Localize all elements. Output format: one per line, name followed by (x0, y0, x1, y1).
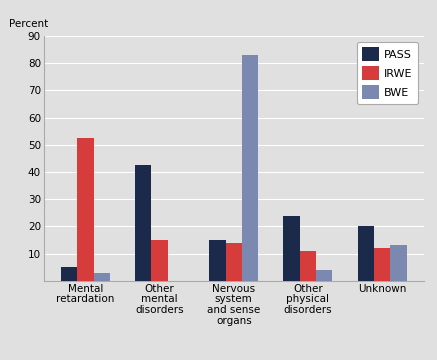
Bar (225, 243, 242, 281)
Bar (300, 251, 316, 281)
Bar (374, 248, 390, 281)
Bar (135, 165, 152, 281)
Bar (390, 246, 406, 281)
Bar (316, 270, 333, 281)
Bar (357, 226, 374, 281)
Bar (284, 216, 300, 281)
Text: Percent: Percent (10, 19, 49, 29)
Bar (152, 240, 168, 281)
Bar (61, 267, 77, 281)
Bar (209, 240, 225, 281)
Bar (94, 273, 110, 281)
Legend: PASS, IRWE, BWE: PASS, IRWE, BWE (357, 41, 418, 104)
Bar (242, 55, 258, 281)
Bar (77, 138, 94, 281)
